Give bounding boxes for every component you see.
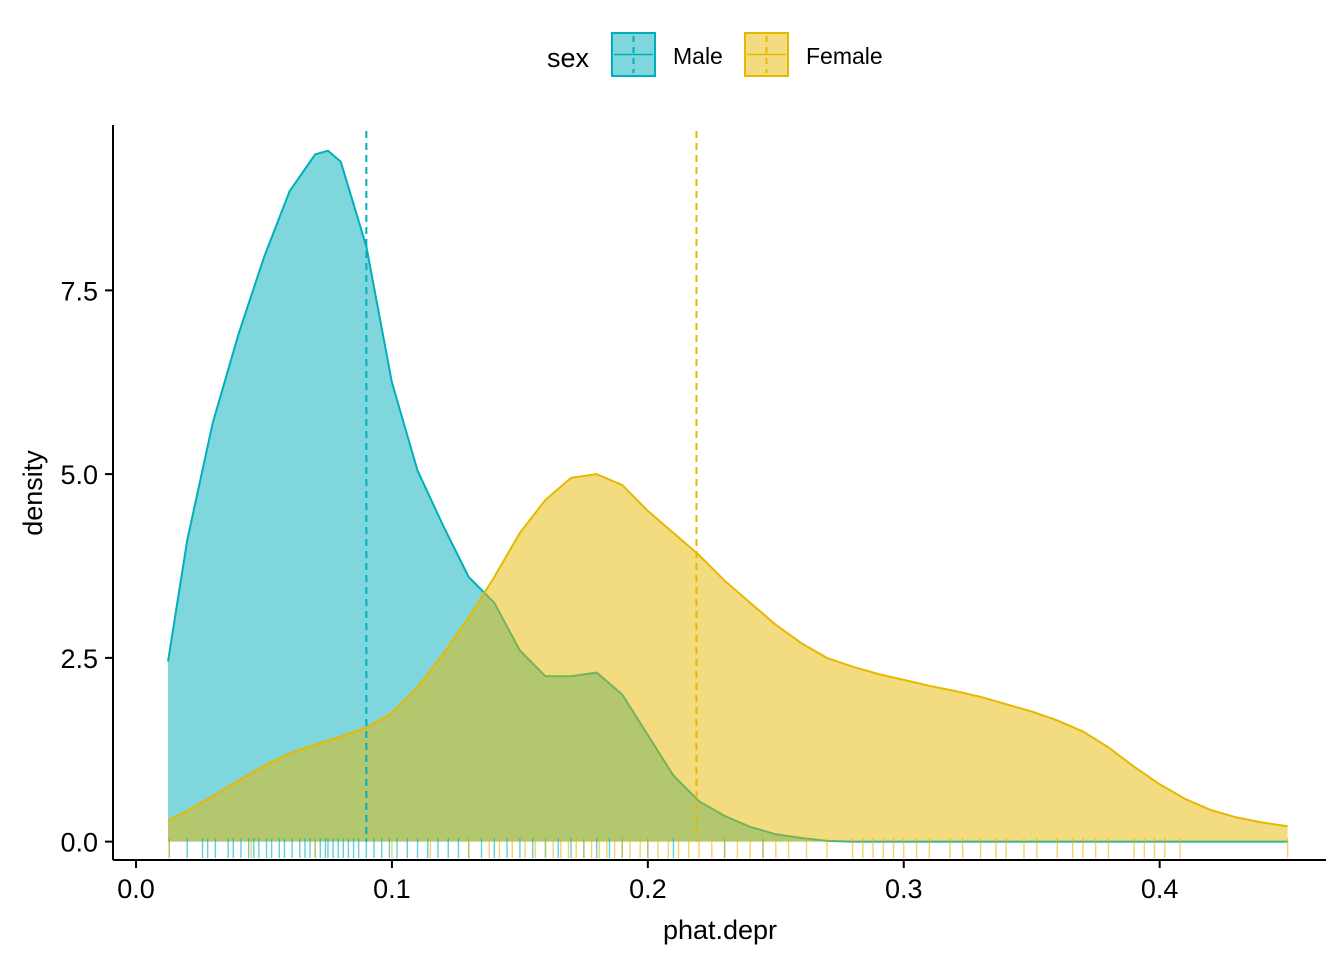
y-tick-label: 7.5 bbox=[60, 276, 98, 306]
x-tick-label: 0.2 bbox=[629, 874, 667, 904]
density-line-female bbox=[167, 473, 1288, 828]
y-tick-label: 5.0 bbox=[60, 460, 98, 490]
y-tick-label: 2.5 bbox=[60, 644, 98, 674]
plot-area bbox=[167, 131, 1289, 858]
legend-key-male bbox=[611, 32, 656, 77]
legend-label-male: Male bbox=[673, 43, 723, 69]
x-tick-label: 0.4 bbox=[1141, 874, 1179, 904]
x-ticks: 0.0 0.1 0.2 0.3 0.4 bbox=[117, 860, 1178, 904]
legend-key-female bbox=[744, 32, 789, 77]
density-area-female bbox=[168, 474, 1288, 842]
x-tick-label: 0.0 bbox=[117, 874, 155, 904]
y-axis-title: density bbox=[18, 450, 48, 536]
x-tick-label: 0.3 bbox=[885, 874, 923, 904]
legend: sex Male Female bbox=[547, 32, 883, 77]
legend-title: sex bbox=[547, 43, 590, 73]
y-ticks: 0.0 2.5 5.0 7.5 bbox=[60, 276, 113, 858]
y-tick-label: 0.0 bbox=[60, 828, 98, 858]
x-tick-label: 0.1 bbox=[373, 874, 411, 904]
legend-label-female: Female bbox=[806, 43, 883, 69]
x-axis-title: phat.depr bbox=[663, 915, 777, 945]
axes: 0.0 0.1 0.2 0.3 0.4 0.0 2.5 5.0 7.5 bbox=[60, 125, 1326, 904]
